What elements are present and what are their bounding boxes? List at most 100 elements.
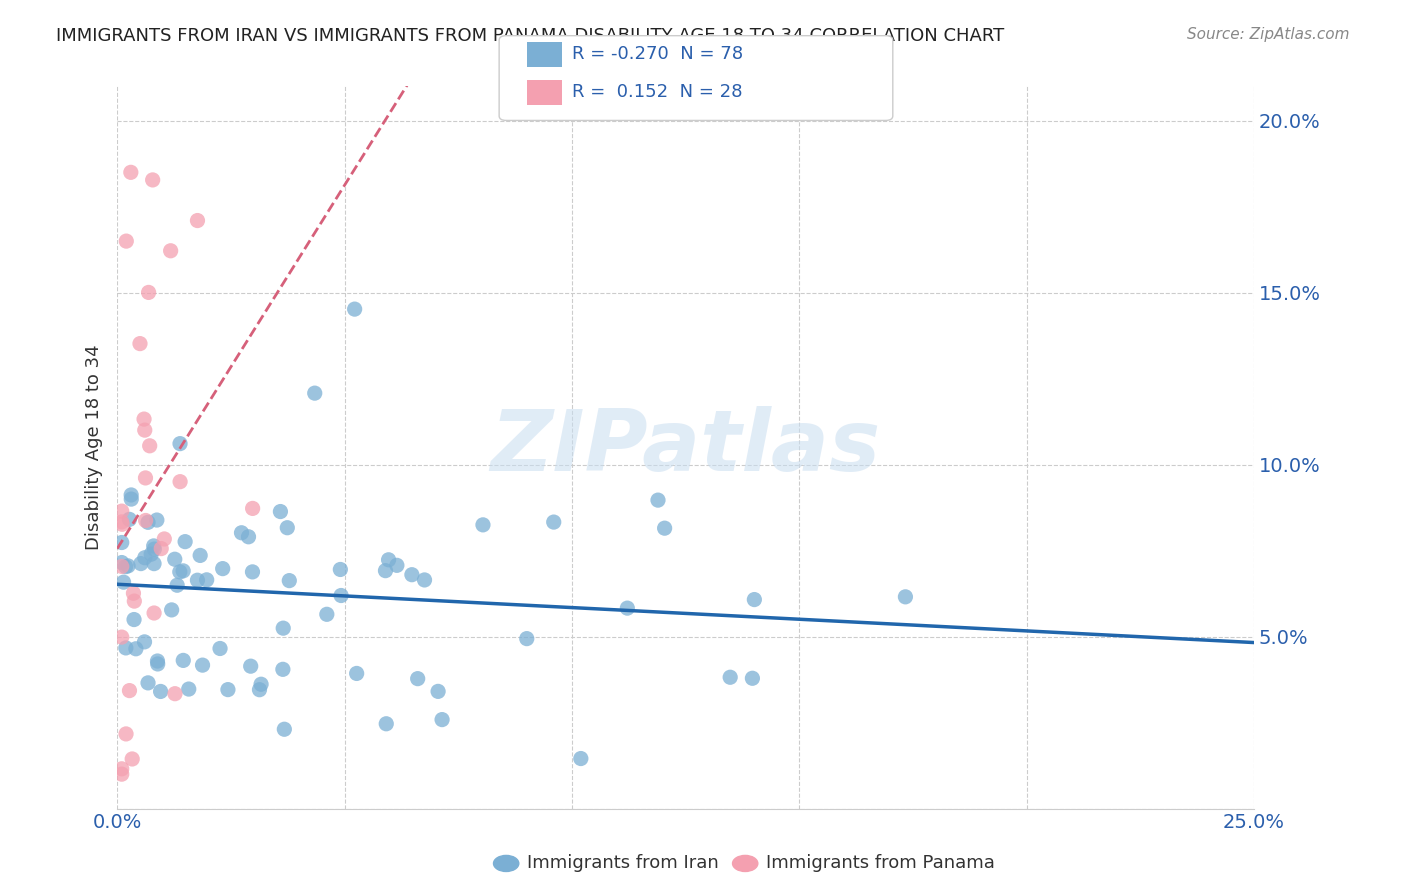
Immigrants from Panama	[186, 213, 208, 227]
Immigrants from Iran	[375, 716, 398, 731]
Immigrants from Iran	[654, 521, 676, 535]
Immigrants from Iran	[169, 565, 191, 579]
Immigrants from Iran	[114, 559, 136, 574]
Immigrants from Panama	[111, 504, 134, 518]
Immigrants from Iran	[413, 573, 436, 587]
Immigrants from Panama	[134, 471, 156, 485]
Immigrants from Iran	[744, 592, 766, 607]
Immigrants from Iran	[195, 573, 218, 587]
Immigrants from Iran	[374, 564, 396, 578]
Immigrants from Iran	[163, 552, 186, 566]
Immigrants from Iran	[427, 684, 450, 698]
Immigrants from Iran	[385, 558, 408, 573]
Immigrants from Panama	[163, 687, 186, 701]
Text: Immigrants from Iran: Immigrants from Iran	[527, 855, 718, 872]
Immigrants from Iran	[211, 561, 233, 575]
Immigrants from Iran	[111, 535, 134, 549]
Immigrants from Iran	[191, 658, 214, 673]
Immigrants from Iran	[329, 562, 352, 576]
Immigrants from Panama	[118, 683, 141, 698]
Immigrants from Iran	[122, 613, 145, 627]
Text: IMMIGRANTS FROM IRAN VS IMMIGRANTS FROM PANAMA DISABILITY AGE 18 TO 34 CORRELATI: IMMIGRANTS FROM IRAN VS IMMIGRANTS FROM …	[56, 27, 1004, 45]
Immigrants from Iran	[209, 641, 232, 656]
Immigrants from Iran	[146, 657, 169, 671]
Immigrants from Iran	[136, 676, 159, 690]
Immigrants from Iran	[217, 682, 239, 697]
Immigrants from Panama	[150, 541, 173, 556]
Immigrants from Panama	[111, 515, 134, 529]
Immigrants from Panama	[124, 594, 146, 608]
Text: ZIPatlas: ZIPatlas	[491, 406, 880, 489]
Immigrants from Panama	[121, 752, 143, 766]
Text: Source: ZipAtlas.com: Source: ZipAtlas.com	[1187, 27, 1350, 42]
Immigrants from Iran	[330, 589, 353, 603]
Immigrants from Iran	[111, 556, 134, 570]
Immigrants from Iran	[112, 575, 135, 590]
Immigrants from Panama	[132, 412, 155, 426]
Immigrants from Iran	[346, 666, 368, 681]
Immigrants from Iran	[172, 564, 194, 578]
Immigrants from Panama	[111, 630, 134, 644]
Immigrants from Iran	[471, 517, 494, 532]
Immigrants from Panama	[169, 475, 191, 489]
Immigrants from Iran	[125, 641, 148, 656]
Immigrants from Panama	[122, 586, 145, 600]
Immigrants from Iran	[250, 677, 273, 691]
Immigrants from Iran	[146, 654, 169, 668]
Immigrants from Panama	[111, 762, 134, 776]
Immigrants from Iran	[276, 521, 298, 535]
Immigrants from Iran	[231, 525, 253, 540]
Immigrants from Iran	[377, 553, 399, 567]
Immigrants from Iran	[406, 672, 429, 686]
Immigrants from Iran	[343, 302, 366, 317]
Immigrants from Iran	[172, 653, 194, 667]
Immigrants from Iran	[516, 632, 538, 646]
Immigrants from Iran	[271, 662, 294, 676]
Immigrants from Iran	[188, 549, 211, 563]
Immigrants from Iran	[146, 513, 169, 527]
Immigrants from Iran	[174, 534, 197, 549]
Immigrants from Iran	[134, 550, 156, 565]
Immigrants from Iran	[177, 681, 200, 696]
Immigrants from Iran	[249, 682, 271, 697]
Immigrants from Iran	[401, 567, 423, 582]
Immigrants from Panama	[120, 165, 142, 179]
Immigrants from Iran	[741, 671, 763, 685]
Text: Immigrants from Panama: Immigrants from Panama	[766, 855, 995, 872]
Immigrants from Iran	[141, 547, 163, 561]
Text: R = -0.270  N = 78: R = -0.270 N = 78	[572, 45, 744, 63]
Immigrants from Iran	[129, 557, 152, 571]
Immigrants from Panama	[159, 244, 181, 258]
Immigrants from Iran	[143, 557, 166, 571]
Immigrants from Panama	[142, 173, 165, 187]
Immigrants from Iran	[242, 565, 264, 579]
Immigrants from Iran	[569, 751, 592, 765]
Immigrants from Iran	[142, 539, 165, 553]
Immigrants from Iran	[169, 436, 191, 450]
Immigrants from Iran	[894, 590, 917, 604]
Immigrants from Panama	[134, 423, 156, 437]
Immigrants from Iran	[118, 512, 141, 526]
Immigrants from Iran	[149, 684, 172, 698]
Immigrants from Panama	[111, 517, 134, 532]
Immigrants from Panama	[143, 606, 166, 620]
Text: R =  0.152  N = 28: R = 0.152 N = 28	[572, 83, 742, 101]
Immigrants from Iran	[269, 504, 291, 518]
Immigrants from Panama	[138, 285, 160, 300]
Y-axis label: Disability Age 18 to 34: Disability Age 18 to 34	[86, 344, 103, 550]
Immigrants from Iran	[117, 558, 139, 573]
Immigrants from Iran	[143, 542, 166, 557]
Immigrants from Panama	[111, 767, 134, 781]
Immigrants from Iran	[239, 659, 262, 673]
Immigrants from Panama	[115, 234, 138, 248]
Immigrants from Iran	[315, 607, 337, 622]
Immigrants from Iran	[238, 530, 260, 544]
Immigrants from Iran	[718, 670, 741, 684]
Immigrants from Iran	[430, 713, 453, 727]
Immigrants from Iran	[134, 635, 156, 649]
Immigrants from Iran	[278, 574, 301, 588]
Immigrants from Iran	[186, 573, 208, 587]
Immigrants from Iran	[273, 723, 295, 737]
Immigrants from Iran	[647, 493, 669, 508]
Immigrants from Iran	[304, 386, 326, 401]
